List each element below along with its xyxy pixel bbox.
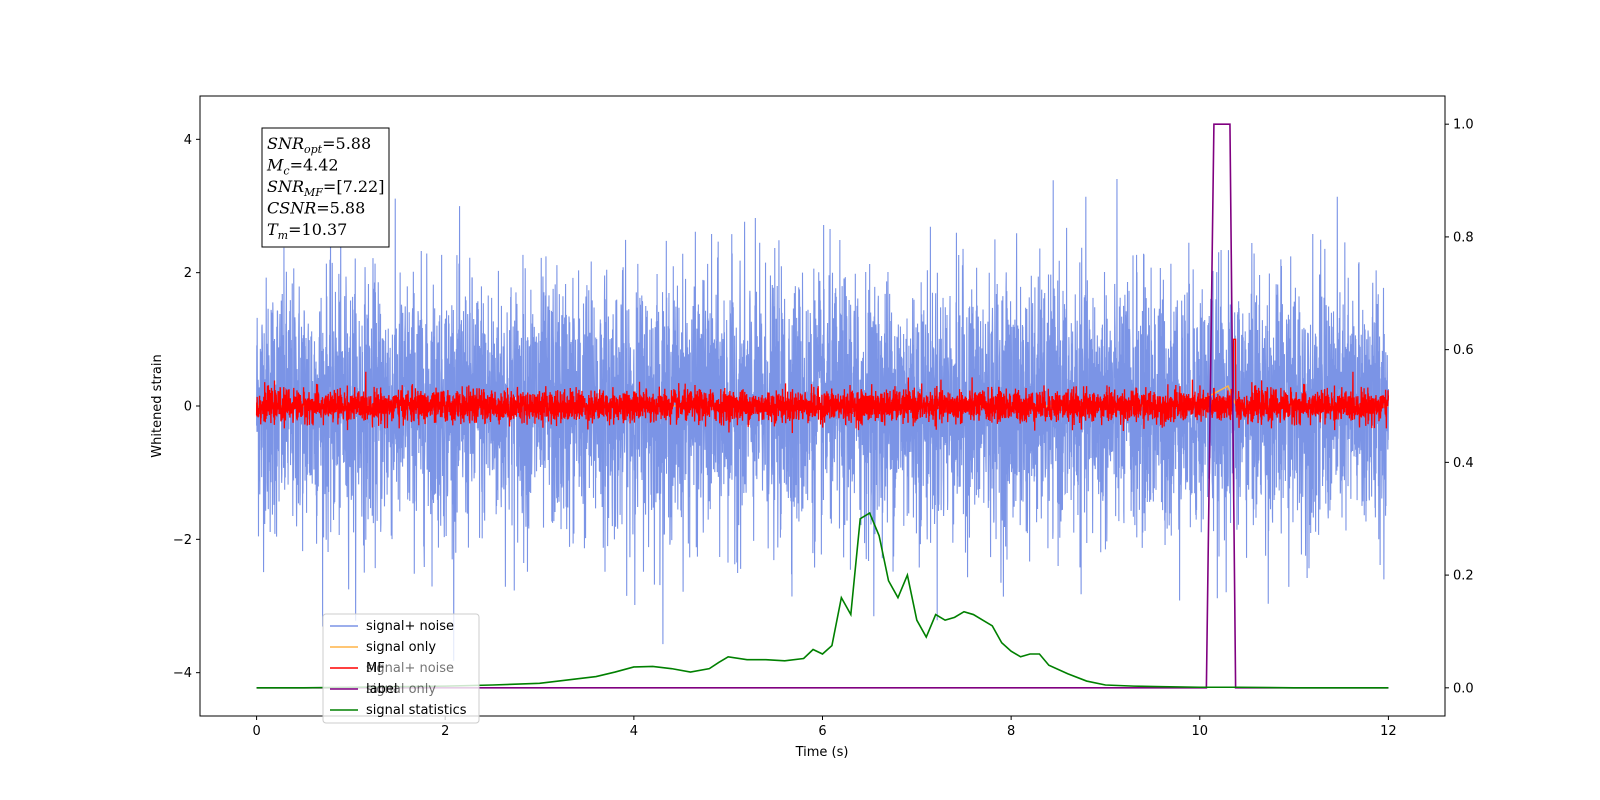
x-tick-label: 0 [252,724,260,739]
y-tick-right-label: 0.8 [1453,230,1474,245]
y-tick-right-label: 0.2 [1453,569,1474,584]
annotation-line: Mc=4.42 [266,156,339,178]
annotation-line: SNRMF=[7.22] [267,177,384,199]
x-tick-label: 2 [441,724,449,739]
y-tick-left-label: 4 [184,133,192,148]
series-mf [255,338,1390,434]
x-tick-label: 12 [1380,724,1397,739]
legend-label: signal only [366,640,436,655]
x-tick-label: 4 [630,724,638,739]
series-layer [255,123,1390,689]
series-signal-noise [256,179,1389,661]
x-tick-label: 8 [1007,724,1015,739]
annotation-line: CSNR=5.88 [267,199,365,218]
y-tick-left-label: −4 [173,666,192,681]
legend-label: signal+ noise [366,619,454,634]
annotation-line: SNRopt=5.88 [267,134,371,156]
y-tick-right-label: 0.4 [1453,456,1474,471]
y-tick-left-label: 0 [184,400,192,415]
y-tick-right-label: 0.6 [1453,343,1474,358]
y-axis-left: 4 2 0 −2 −4 [173,133,200,681]
y-tick-right-label: 1.0 [1453,118,1474,133]
legend-label: signal statistics [366,703,467,718]
legend-label: label [366,682,397,697]
legend: signal+ noise signal only signal+ noise sig… [322,613,480,724]
y-axis-label: Whitened strain [150,354,165,457]
x-axis-label: Time (s) [795,745,849,760]
annotation-line: Tm=10.37 [267,220,347,242]
legend-ghost-label: signal only [366,682,436,697]
legend-ghost-label: signal+ noise [366,661,454,676]
series-signal-statistics [256,511,1389,689]
y-axis-right: 1.0 0.8 0.6 0.4 0.2 0.0 [1445,118,1474,696]
y-tick-right-label: 0.0 [1453,681,1474,696]
legend-label: MF [366,661,385,676]
x-tick-label: 10 [1191,724,1208,739]
y-tick-left-label: 2 [184,266,192,281]
legend-frame [322,613,480,724]
annotation-frame [261,127,390,248]
x-tick-label: 6 [818,724,826,739]
y-tick-left-label: −2 [173,533,192,548]
